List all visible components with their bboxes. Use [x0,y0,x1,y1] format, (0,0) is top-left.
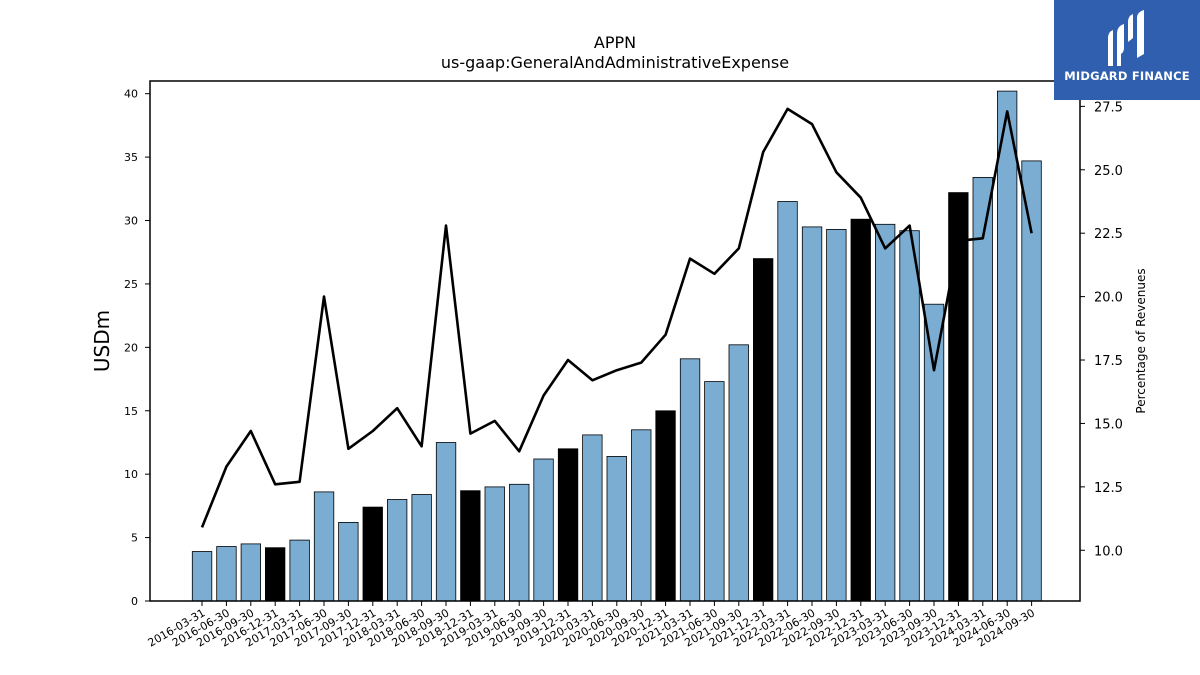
bar-2022-06-30 [801,226,823,602]
y-axis-label: USDm [90,310,114,372]
y2-tick-label: 15.0 [1094,417,1123,432]
plot-frame [149,80,1081,602]
chart-title: APPN [594,33,636,52]
bar-2016-09-30 [240,543,262,602]
bar-2024-03-31 [972,176,993,602]
y-tick-label: 5 [131,532,138,545]
logo-text: MIDGARD FINANCE [1064,69,1190,83]
y-tick-label: 40 [124,88,138,101]
bar-2018-09-30 [435,442,457,602]
bar-2023-03-31 [875,223,896,602]
logo-mark-icon [1108,10,1144,66]
bar-2022-09-30 [826,228,847,602]
y2-tick-label: 25.0 [1094,164,1123,179]
bar-2022-03-31 [777,201,798,602]
bar-2020-06-30 [606,455,627,602]
bar-2017-06-30 [313,491,335,602]
chart-subtitle: us-gaap:GeneralAndAdministrativeExpense [441,53,789,72]
y-tick-label: 25 [124,278,138,291]
y2-tick-label: 22.5 [1094,227,1123,242]
bar-2021-06-30 [704,381,725,602]
y-tick-label: 35 [124,151,138,164]
bar-2018-03-31 [386,499,408,602]
y2-tick-label: 27.5 [1094,100,1123,115]
bar-2016-12-31 [264,547,286,602]
y2-tick-label: 12.5 [1094,481,1123,496]
bar-2022-12-31 [850,218,871,602]
bar-2021-09-30 [728,344,749,602]
bar-2016-03-31 [191,551,213,602]
y-tick-label: 30 [124,215,138,228]
bar-2019-03-31 [484,486,505,602]
bar-2017-09-30 [338,522,359,602]
bar-2016-06-30 [216,546,237,602]
y-tick-label: 10 [124,468,138,481]
y-tick-label: 15 [124,405,138,418]
bar-2021-03-31 [679,358,701,602]
y-tick-label: 0 [131,595,138,608]
bar-2023-12-31 [948,192,969,602]
bar-2023-09-30 [923,303,945,602]
bar-2018-06-30 [411,494,432,602]
y2-axis-label: Percentage of Revenues [1134,268,1148,413]
y2-tick-label: 20.0 [1094,291,1123,306]
bar-2019-06-30 [509,483,530,602]
bar-2017-03-31 [289,539,310,602]
midgard-finance-logo: MIDGARD FINANCE [1054,0,1200,100]
bar-2023-06-30 [899,230,920,602]
bar-2020-03-31 [582,434,603,602]
bar-2024-06-30 [997,90,1018,602]
bar-2017-12-31 [362,506,383,602]
bar-2019-12-31 [557,448,579,602]
percentage-line [200,107,1033,528]
bar-2021-12-31 [753,258,774,602]
bar-2020-12-31 [655,410,676,602]
bar-2018-12-31 [460,490,481,602]
y2-tick-label: 17.5 [1094,354,1123,369]
bar-2019-09-30 [533,458,554,602]
y2-tick-label: 10.0 [1094,544,1123,559]
bar-2020-09-30 [631,429,652,602]
y-tick-label: 20 [124,341,138,354]
